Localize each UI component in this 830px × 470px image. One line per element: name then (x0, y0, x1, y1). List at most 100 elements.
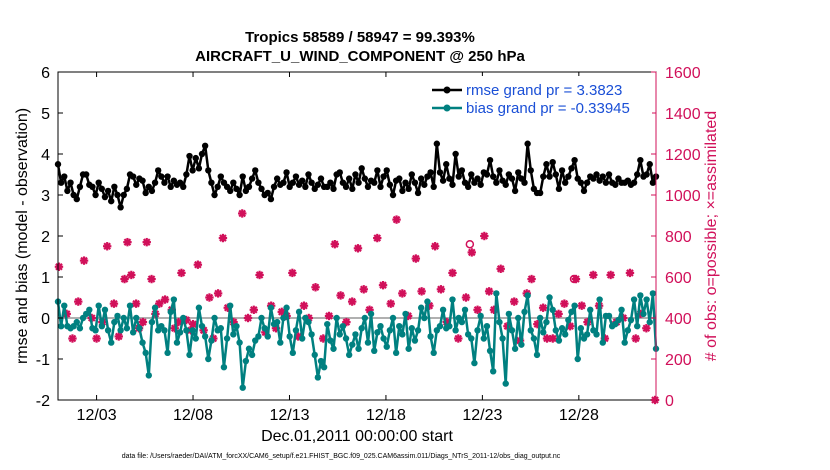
rmse-point (89, 183, 96, 190)
bias-point (417, 304, 425, 311)
rmse-point (552, 171, 560, 178)
bias-point (505, 310, 513, 318)
legend-bias-label: bias grand pr = -0.33945 (466, 100, 630, 117)
bias-point (402, 310, 409, 318)
obs-assimilated-marker (218, 233, 228, 243)
bias-point (289, 349, 297, 357)
obs-assimilated-stroke (255, 271, 264, 279)
obs-assimilated-marker (411, 254, 421, 263)
bias-point (583, 331, 591, 338)
y-tick-label: 5 (41, 106, 50, 123)
bias-point (198, 323, 206, 330)
obs-assimilated-stroke (398, 289, 407, 298)
obs-assimilated-stroke (467, 248, 476, 257)
rmse-point (198, 150, 206, 158)
obs-assimilated-marker (74, 297, 83, 306)
bias-point (533, 351, 541, 359)
rmse-point (511, 187, 519, 195)
rmse-point (192, 154, 199, 162)
y-tick-label: -2 (36, 393, 50, 410)
bias-point (408, 325, 415, 332)
bias-point (264, 333, 271, 340)
rmse-point (549, 159, 556, 166)
obs-assimilated-stroke (348, 297, 356, 306)
obs-assimilated-marker (342, 317, 351, 327)
obs-assimilated-stroke (177, 269, 186, 277)
bias-point (186, 351, 193, 359)
obs-assimilated-marker (347, 297, 357, 306)
obs-assimilated-marker (120, 274, 129, 284)
bias-point (333, 314, 340, 322)
bias-point (624, 327, 632, 334)
bias-point (286, 333, 293, 340)
bias-point (593, 331, 600, 338)
bias-point (86, 306, 93, 313)
rmse-point (496, 167, 503, 174)
bias-point (449, 296, 456, 303)
rmse-point (289, 179, 297, 186)
bias-point (355, 345, 362, 352)
rmse-point (217, 173, 225, 180)
obs-assimilated-marker (606, 270, 615, 280)
rmse-point (317, 175, 325, 182)
y2-tick-label: 0 (665, 393, 674, 410)
bias-point (95, 302, 102, 309)
obs-assimilated-marker (417, 287, 426, 296)
rmse-point (630, 179, 638, 186)
rmse-point (399, 187, 406, 195)
obs-assimilated-marker (131, 299, 141, 308)
bias-point (114, 312, 121, 320)
rmse-point (108, 197, 115, 205)
rmse-point (151, 179, 159, 186)
obs-assimilated-marker (142, 237, 151, 247)
bias-point (521, 308, 528, 316)
rmse-point (349, 185, 356, 193)
bias-point (314, 374, 322, 381)
bias-point (558, 325, 566, 332)
obs-assimilated-stroke (379, 281, 387, 290)
x-tick-label: 12/23 (462, 407, 502, 424)
bias-point (637, 292, 644, 299)
bias-point (599, 339, 606, 346)
obs-assimilated-marker (560, 299, 569, 308)
rmse-point (637, 156, 644, 164)
bias-point (217, 325, 225, 332)
bias-point (283, 304, 290, 311)
bias-point (474, 327, 481, 334)
rmse-point (167, 183, 174, 190)
obs-assimilated-marker (353, 244, 363, 253)
rmse-point (421, 181, 428, 188)
rmse-point (305, 171, 312, 178)
bias-point (57, 323, 65, 330)
bias-point (530, 335, 538, 342)
rmse-point (205, 167, 212, 174)
bias-point (192, 335, 199, 342)
bias-point (208, 337, 215, 344)
obs-assimilated-stroke (147, 275, 156, 283)
bias-point (411, 337, 419, 344)
rmse-point (634, 171, 641, 178)
rmse-point (248, 175, 256, 182)
bias-point (311, 351, 318, 359)
rmse-point (327, 179, 334, 186)
y2-tick-label: 600 (665, 270, 692, 287)
obs-assimilated-marker (114, 332, 123, 341)
obs-assimilated-stroke (311, 283, 320, 292)
obs-assimilated-marker (54, 262, 64, 271)
bias-point (148, 318, 156, 326)
bias-point (630, 296, 638, 303)
obs-assimilated-marker (542, 334, 552, 343)
rmse-point (649, 179, 657, 186)
x-tick-label: 12/08 (173, 407, 213, 424)
bias-point (280, 314, 287, 322)
bias-point (489, 368, 497, 375)
rmse-point (458, 167, 466, 174)
bias-point (618, 306, 625, 313)
rmse-point (562, 179, 569, 186)
bias-point (361, 314, 369, 322)
rmse-point (283, 169, 290, 176)
obs-assimilated-stroke (132, 299, 140, 308)
bias-point (299, 335, 306, 342)
rmse-point (599, 173, 606, 180)
bias-point (386, 327, 394, 334)
